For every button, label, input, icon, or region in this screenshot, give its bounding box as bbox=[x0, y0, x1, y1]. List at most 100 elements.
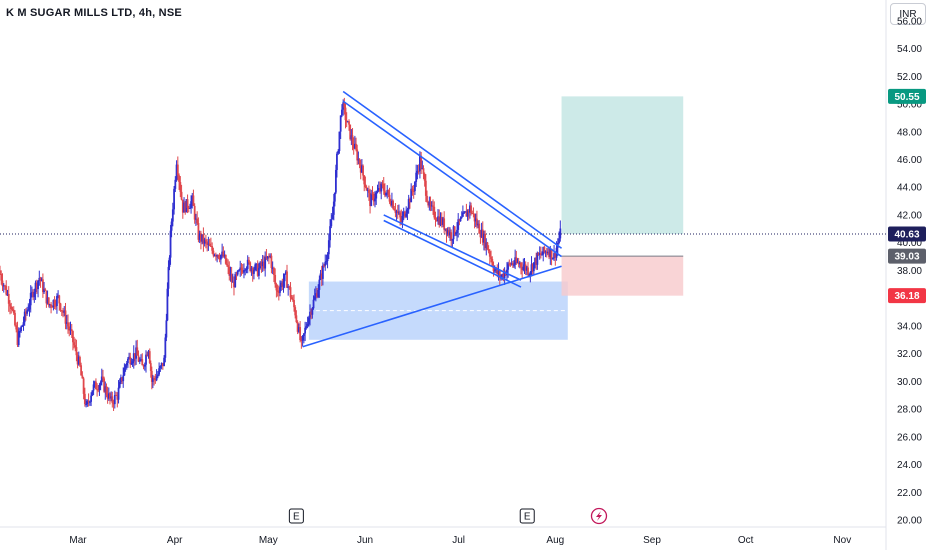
channel-upper-line[interactable] bbox=[342, 90, 563, 249]
candle-body bbox=[74, 345, 77, 348]
candle-body bbox=[522, 266, 525, 271]
candle-body bbox=[363, 175, 366, 185]
candle-body bbox=[255, 263, 258, 265]
candle-body bbox=[111, 396, 114, 403]
candle-body bbox=[196, 218, 199, 223]
candle-body bbox=[286, 271, 288, 288]
candle-body bbox=[380, 183, 383, 192]
candle-body bbox=[537, 253, 540, 255]
candle-body bbox=[371, 193, 374, 195]
candle-body bbox=[415, 172, 418, 182]
candle-body bbox=[311, 308, 314, 315]
candle-body bbox=[355, 143, 357, 150]
candle-body bbox=[320, 273, 323, 279]
candle-body bbox=[231, 281, 234, 283]
candle-body bbox=[419, 155, 421, 172]
candle-body bbox=[45, 290, 48, 304]
candle-body bbox=[103, 378, 106, 392]
candle-body bbox=[0, 270, 1, 275]
candle-body bbox=[32, 291, 35, 298]
candle-body bbox=[233, 281, 235, 288]
candle-body bbox=[163, 357, 165, 367]
candle-body bbox=[346, 121, 349, 123]
candle-body bbox=[151, 377, 154, 382]
candle-body bbox=[477, 223, 479, 226]
candle-body bbox=[58, 295, 61, 304]
candle-body bbox=[265, 256, 268, 259]
candle-body bbox=[1, 280, 4, 287]
candle-body bbox=[62, 311, 64, 313]
candle-body bbox=[156, 374, 159, 377]
x-tick-label: Oct bbox=[738, 535, 754, 546]
candle-body bbox=[90, 395, 92, 402]
candle-body bbox=[192, 195, 195, 206]
candle-body bbox=[454, 233, 457, 235]
candle-body bbox=[299, 327, 302, 341]
candle-body bbox=[63, 310, 66, 313]
candle-body bbox=[542, 246, 545, 255]
channel-lower-line[interactable] bbox=[383, 214, 522, 281]
candle-body bbox=[458, 219, 461, 222]
y-tick-label: 26.00 bbox=[897, 432, 922, 443]
support-trendline[interactable] bbox=[302, 265, 562, 348]
stop-zone[interactable] bbox=[561, 256, 684, 296]
candle-body bbox=[484, 233, 487, 249]
x-tick-label: Jun bbox=[357, 535, 373, 546]
candle-body bbox=[124, 365, 127, 368]
candle-body bbox=[319, 273, 322, 280]
candle-body bbox=[176, 164, 179, 176]
y-tick-label: 44.00 bbox=[897, 183, 922, 194]
x-tick-label: Aug bbox=[546, 535, 564, 546]
candle-body bbox=[91, 390, 94, 396]
y-tick-label: 28.00 bbox=[897, 405, 922, 416]
candle-body bbox=[69, 329, 72, 331]
candle-body bbox=[401, 215, 404, 223]
candle-body bbox=[147, 351, 150, 356]
currency-button[interactable]: INR bbox=[890, 3, 926, 25]
target-zone[interactable] bbox=[561, 96, 684, 234]
candle-body bbox=[513, 264, 515, 266]
candle-body bbox=[529, 272, 532, 275]
candle-body bbox=[290, 297, 293, 300]
candle-body bbox=[310, 311, 313, 315]
candle-body bbox=[548, 252, 550, 258]
y-tick-label: 56.00 bbox=[897, 16, 922, 27]
candle-body bbox=[245, 268, 248, 270]
channel-lower-inner-line[interactable] bbox=[383, 219, 522, 288]
y-tick-label: 22.00 bbox=[897, 488, 922, 499]
candle-body bbox=[168, 257, 171, 267]
candle-body bbox=[244, 269, 247, 271]
candle-body bbox=[211, 246, 214, 251]
candle-body bbox=[429, 201, 432, 207]
candle-body bbox=[178, 175, 180, 183]
candle-body bbox=[366, 190, 369, 192]
earnings-event-marker[interactable] bbox=[288, 508, 304, 524]
candle-body bbox=[409, 199, 411, 203]
candle-body bbox=[239, 267, 242, 271]
candle-body bbox=[173, 188, 175, 210]
candle-body bbox=[479, 233, 482, 238]
candle-body bbox=[102, 376, 104, 379]
candle-body bbox=[307, 317, 310, 324]
candle-body bbox=[350, 135, 353, 140]
candle-body bbox=[543, 246, 546, 252]
candle-body bbox=[393, 208, 396, 211]
candle-body bbox=[375, 192, 378, 199]
candle-body bbox=[387, 190, 390, 195]
y-tick-label: 52.00 bbox=[897, 72, 922, 83]
channel-upper-inner-line[interactable] bbox=[342, 100, 563, 258]
candle-body bbox=[50, 304, 52, 307]
candle-body bbox=[417, 170, 420, 172]
candle-body bbox=[398, 212, 400, 214]
candle-body bbox=[243, 270, 245, 273]
candle-body bbox=[27, 309, 30, 311]
candle-body bbox=[478, 223, 481, 234]
candle-body bbox=[362, 165, 364, 176]
candle-body bbox=[360, 165, 363, 173]
y-tick-label: 48.00 bbox=[897, 127, 922, 138]
earnings-event-marker[interactable] bbox=[519, 508, 535, 524]
x-tick-label: Mar bbox=[69, 535, 87, 546]
candle-body bbox=[523, 264, 526, 267]
candle-body bbox=[28, 305, 31, 310]
